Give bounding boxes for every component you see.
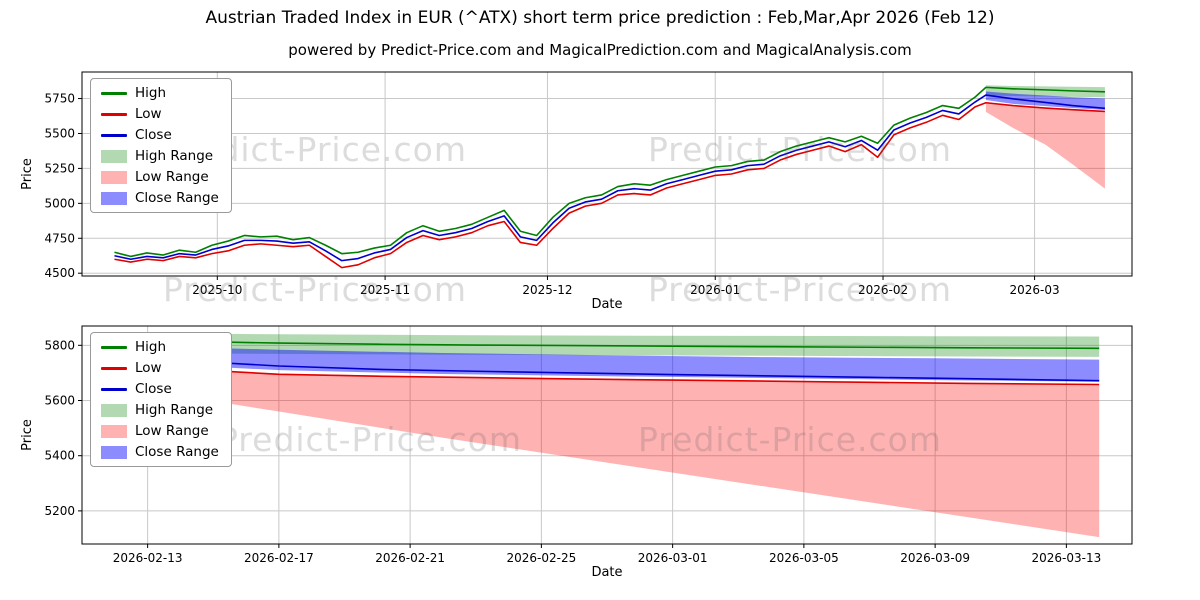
x-tick-label: 2026-03-05	[769, 551, 839, 565]
x-tick-label: 2026-03-01	[638, 551, 708, 565]
legend-item-low: Low	[101, 106, 219, 122]
legend-swatch-high	[101, 345, 127, 349]
top-chart-history-forecast: 4500 4750 5000 5250 5500 5750 2025-10 2025-11 20…	[18, 64, 1142, 312]
legend-item-high-range: High Range	[101, 402, 219, 418]
legend-label-low: Low	[135, 360, 162, 376]
y-axis-label: Price	[20, 419, 35, 451]
x-tick-label: 2026-02	[858, 283, 908, 297]
legend-item-high: High	[101, 339, 219, 355]
legend-item-low: Low	[101, 360, 219, 376]
series-high	[114, 86, 1105, 258]
x-tick-label: 2026-03-09	[900, 551, 970, 565]
legend-swatch-high	[101, 91, 127, 95]
legend-label-low: Low	[135, 106, 162, 122]
y-tick-label: 5600	[44, 394, 75, 408]
legend-label-high-range: High Range	[135, 402, 214, 418]
x-tick-label: 2025-12	[522, 283, 572, 297]
legend-label-close-range: Close Range	[135, 444, 219, 460]
y-tick-label: 5000	[44, 196, 75, 210]
band-close-range	[114, 345, 1100, 382]
legend-item-close-range: Close Range	[101, 190, 219, 206]
legend-label-close-range: Close Range	[135, 190, 219, 206]
x-tick-label: 2026-02-25	[507, 551, 577, 565]
legend-swatch-high-range	[101, 403, 127, 417]
chart-title: Austrian Traded Index in EUR (^ATX) shor…	[205, 8, 995, 28]
legend-swatch-close	[101, 133, 127, 137]
x-tick-label: 2026-03-13	[1032, 551, 1102, 565]
axes: 5200 5400 5600 5800 2026-02-13 2026-02-17 2026…	[20, 338, 1101, 580]
legend-item-close: Close	[101, 381, 219, 397]
band-low-range	[114, 366, 1100, 538]
y-tick-label: 5250	[44, 161, 75, 175]
legend-label-high: High	[135, 339, 167, 355]
price-lines	[114, 86, 1106, 269]
y-tick-label: 5800	[44, 338, 75, 352]
series-close	[114, 351, 1100, 382]
x-tick-label: 2026-03	[1010, 283, 1060, 297]
legend-swatch-close-range	[101, 445, 127, 459]
legend-item-high-range: High Range	[101, 148, 219, 164]
y-tick-label: 4750	[44, 231, 75, 245]
legend-item-close-range: Close Range	[101, 444, 219, 460]
legend-swatch-high-range	[101, 149, 127, 163]
x-tick-label: 2026-01	[690, 283, 740, 297]
plot-border	[81, 71, 1133, 277]
x-axis-label: Date	[591, 565, 622, 580]
legend-swatch-low-range	[101, 424, 127, 438]
plot-border	[81, 325, 1133, 545]
bottom-chart-legend: High Low Close High Range Low Range Close Ran…	[90, 332, 232, 467]
series-high	[114, 336, 1100, 350]
legend-item-low-range: Low Range	[101, 423, 219, 439]
legend-label-high: High	[135, 85, 167, 101]
range-bands	[985, 85, 1105, 189]
series-low	[114, 352, 1100, 386]
bottom-chart-canvas: 5200 5400 5600 5800 2026-02-13 2026-02-17 2026…	[20, 325, 1133, 580]
legend-label-low-range: Low Range	[135, 423, 209, 439]
top-chart-legend: High Low Close High Range Low Range Close Ran…	[90, 78, 232, 213]
bottom-chart-forecast-zoom: 5200 5400 5600 5800 2026-02-13 2026-02-17 2026…	[18, 318, 1142, 580]
legend-label-low-range: Low Range	[135, 169, 209, 185]
range-bands	[114, 332, 1100, 538]
x-tick-label: 2025-10	[192, 283, 242, 297]
series-close	[114, 94, 1106, 262]
series-low	[114, 101, 1105, 269]
legend-item-high: High	[101, 85, 219, 101]
legend-label-close: Close	[135, 127, 172, 143]
legend-label-high-range: High Range	[135, 148, 214, 164]
legend-label-close: Close	[135, 381, 172, 397]
x-tick-label: 2025-11	[360, 283, 410, 297]
legend-swatch-low	[101, 366, 127, 370]
chart-subtitle: powered by Predict-Price.com and Magical…	[288, 41, 912, 59]
legend-swatch-close	[101, 387, 127, 391]
x-tick-label: 2026-02-13	[113, 551, 183, 565]
legend-swatch-low-range	[101, 170, 127, 184]
axes: 4500 4750 5000 5250 5500 5750 2025-10 2025-11 20…	[20, 92, 1060, 312]
band-high-range	[114, 332, 1100, 357]
grid-lines	[82, 326, 1132, 544]
legend-item-low-range: Low Range	[101, 169, 219, 185]
legend-swatch-close-range	[101, 191, 127, 205]
top-chart-canvas: 4500 4750 5000 5250 5500 5750 2025-10 2025-11 20…	[20, 71, 1133, 312]
y-tick-label: 5400	[44, 449, 75, 463]
x-axis-label: Date	[591, 297, 622, 312]
band-low-range	[985, 102, 1105, 189]
y-tick-label: 5200	[44, 504, 75, 518]
legend-swatch-low	[101, 112, 127, 116]
price-lines	[114, 336, 1100, 386]
y-tick-label: 4500	[44, 266, 75, 280]
x-tick-label: 2026-02-21	[375, 551, 445, 565]
y-axis-label: Price	[20, 158, 35, 190]
legend-item-close: Close	[101, 127, 219, 143]
y-tick-label: 5750	[44, 92, 75, 106]
y-tick-label: 5500	[44, 126, 75, 140]
x-tick-label: 2026-02-17	[244, 551, 314, 565]
grid-lines	[82, 72, 1132, 276]
